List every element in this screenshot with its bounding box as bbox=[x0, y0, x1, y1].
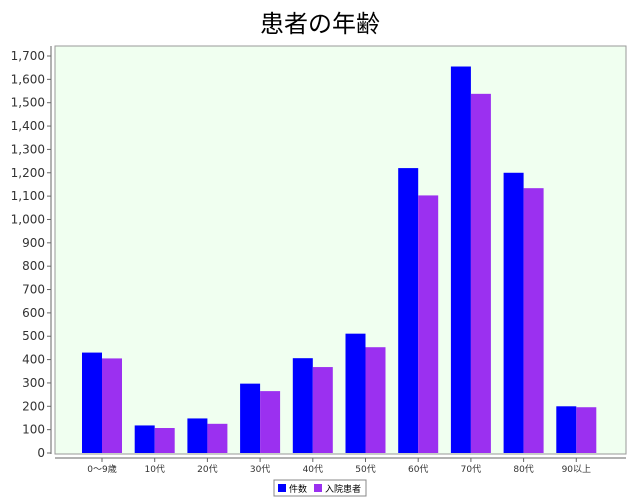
y-tick-label: 400 bbox=[22, 353, 45, 367]
chart-title: 患者の年齢 bbox=[260, 10, 380, 38]
x-tick-label: 20代 bbox=[197, 464, 217, 475]
y-tick-label: 1,500 bbox=[11, 96, 45, 110]
y-tick-label: 1,600 bbox=[11, 72, 45, 86]
bar-count bbox=[292, 358, 313, 453]
y-tick-label: 1,400 bbox=[11, 119, 45, 133]
legend: 件数 入院患者 bbox=[273, 479, 367, 497]
x-tick-label: 60代 bbox=[408, 464, 428, 475]
x-tick-label: 40代 bbox=[303, 464, 323, 475]
bar-inpatient bbox=[523, 188, 544, 453]
x-tick-label: 70代 bbox=[461, 464, 481, 475]
bar-count bbox=[398, 168, 419, 453]
bar-inpatient bbox=[207, 423, 228, 453]
bar-count bbox=[134, 425, 155, 453]
bar-inpatient bbox=[470, 93, 491, 454]
y-tick-label: 500 bbox=[22, 329, 45, 343]
y-tick-label: 100 bbox=[22, 423, 45, 437]
bar-inpatient bbox=[418, 195, 439, 453]
bar-count bbox=[345, 333, 366, 453]
bar-inpatient bbox=[260, 391, 281, 453]
y-tick-label: 1,000 bbox=[11, 212, 45, 226]
y-tick-label: 600 bbox=[22, 306, 45, 320]
x-tick-label: 30代 bbox=[250, 464, 270, 475]
y-axis: 0 100 200 300 400 500 600 700 800 900 1,000 1,100 1,… bbox=[11, 46, 52, 460]
bar-inpatient bbox=[312, 367, 333, 453]
x-tick-label: 0～9歳 bbox=[87, 463, 116, 475]
bar-inpatient bbox=[576, 407, 597, 453]
legend-label: 件数 bbox=[289, 483, 307, 495]
y-tick-label: 900 bbox=[22, 236, 45, 250]
bar-inpatient bbox=[102, 358, 122, 453]
x-tick-label: 90以上 bbox=[562, 464, 591, 475]
bar-count bbox=[240, 383, 261, 453]
bar-count bbox=[503, 172, 524, 453]
bar-count bbox=[187, 418, 208, 453]
bars bbox=[82, 66, 597, 454]
legend-swatch bbox=[278, 484, 286, 492]
y-tick-label: 1,700 bbox=[11, 49, 45, 63]
y-tick-label: 300 bbox=[22, 376, 45, 390]
bar-count bbox=[450, 66, 471, 454]
x-tick-label: 50代 bbox=[355, 464, 375, 475]
y-tick-label: 0 bbox=[37, 446, 45, 460]
y-tick-label: 200 bbox=[22, 399, 45, 413]
bar-inpatient bbox=[154, 428, 175, 453]
y-tick-label: 1,200 bbox=[11, 166, 45, 180]
bar-count bbox=[82, 352, 102, 453]
x-tick-label: 10代 bbox=[144, 464, 164, 475]
y-tick-label: 1,100 bbox=[11, 189, 45, 203]
bar-count bbox=[556, 406, 577, 453]
legend-label: 入院患者 bbox=[325, 483, 361, 495]
y-tick-label: 700 bbox=[22, 283, 45, 297]
bar-inpatient bbox=[365, 347, 386, 453]
y-tick-label: 1,300 bbox=[11, 142, 45, 156]
legend-swatch bbox=[314, 484, 322, 492]
y-tick-label: 800 bbox=[22, 259, 45, 273]
x-axis: 0～9歳 10代 20代 30代 40代 50代 60代 70代 80代 90以上 bbox=[55, 457, 626, 475]
x-tick-label: 80代 bbox=[513, 464, 533, 475]
